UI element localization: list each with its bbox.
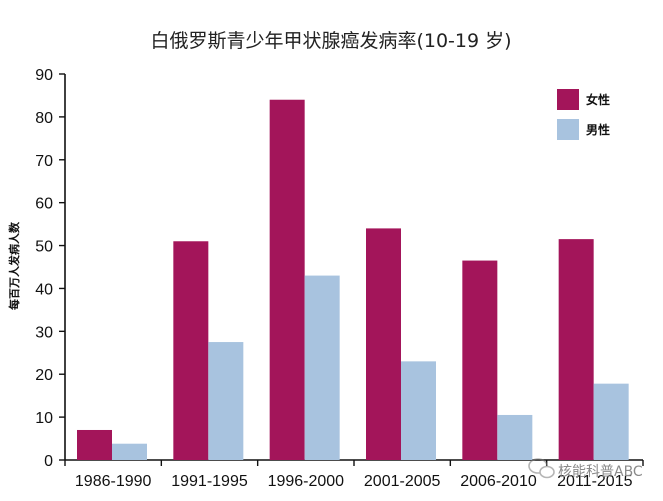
- bar-male-1996-2000: [304, 275, 340, 460]
- bars: [77, 99, 629, 460]
- legend: 女性 男性: [557, 89, 610, 140]
- legend-swatch-female: [557, 89, 579, 110]
- bar-female-2011-2015: [558, 239, 594, 460]
- legend-label-male: 男性: [586, 122, 610, 137]
- y-tick-label: 70: [35, 153, 53, 170]
- y-axis-label: 每百万人发病人数: [7, 221, 21, 310]
- bar-male-2001-2005: [401, 361, 436, 460]
- bar-female-1986-1990: [77, 429, 112, 460]
- y-tick-label: 50: [35, 239, 53, 256]
- y-tick-label: 20: [35, 367, 53, 384]
- bar-male-1991-1995: [208, 342, 244, 460]
- wechat-icon: [528, 458, 555, 479]
- bar-female-2001-2005: [366, 228, 401, 460]
- y-tick-label: 80: [35, 110, 53, 127]
- y-tick-label: 30: [35, 324, 53, 341]
- watermark: 核能科普ABC: [528, 458, 643, 480]
- y-tick-label: 90: [35, 67, 53, 84]
- legend-swatch-male: [557, 119, 579, 140]
- x-tick-label: 2011-2015: [557, 473, 632, 490]
- y-tick-label: 0: [44, 453, 53, 470]
- x-tick-label: 1991-1995: [171, 473, 248, 490]
- bar-male-1986-1990: [112, 443, 147, 460]
- x-tick-label: 2006-2010: [460, 473, 537, 490]
- watermark-text: 核能科普ABC: [558, 464, 643, 480]
- bar-female-2006-2010: [462, 260, 498, 460]
- bar-female-1996-2000: [269, 99, 305, 460]
- y-tick-label: 60: [35, 196, 53, 213]
- x-tick-label: 1996-2000: [268, 473, 345, 490]
- bar-male-2011-2015: [593, 383, 629, 460]
- y-axis: 0 10 20 30 40 50 60 70 80 90: [35, 67, 66, 470]
- y-tick-label: 40: [35, 281, 53, 298]
- bar-female-1991-1995: [173, 241, 209, 460]
- x-tick-label: 1986-1990: [75, 473, 152, 490]
- y-tick-label: 10: [35, 410, 53, 427]
- bar-male-2006-2010: [497, 414, 533, 460]
- chart-title: 白俄罗斯青少年甲状腺癌发病率(10-19 岁): [150, 30, 511, 52]
- x-tick-label: 2001-2005: [364, 473, 441, 490]
- x-axis: 1986-1990 1991-1995 1996-2000 2001-2005 2006…: [64, 459, 644, 490]
- legend-label-female: 女性: [586, 92, 610, 107]
